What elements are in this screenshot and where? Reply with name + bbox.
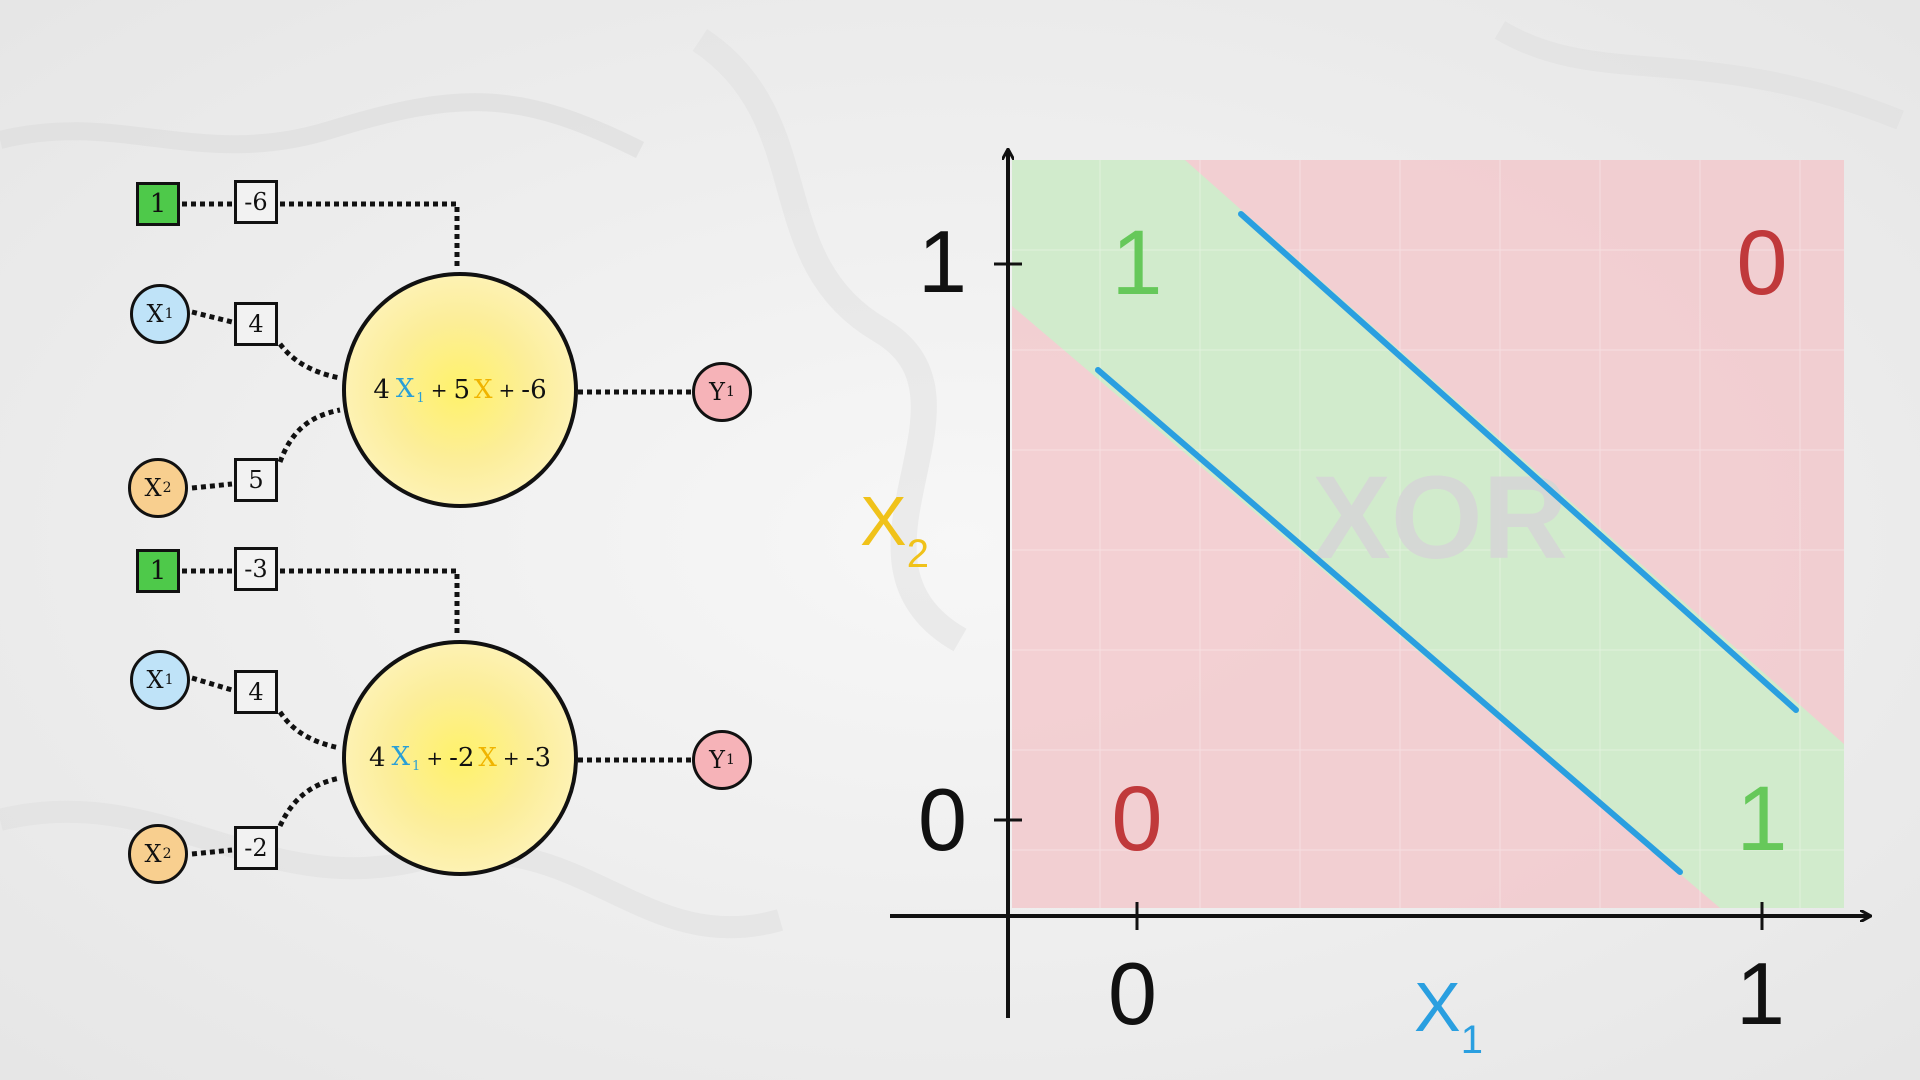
- eq-plus: +: [498, 378, 516, 402]
- weight-label: 5: [248, 466, 264, 494]
- x2-weight-2: -2: [234, 826, 278, 870]
- eq-w2: 5: [453, 375, 471, 405]
- plot-grid: [1012, 160, 1844, 908]
- node-subscript: 1: [725, 384, 735, 400]
- node-subscript: 1: [725, 752, 735, 768]
- y-tick-label-0: 0: [918, 770, 967, 869]
- decision-line-upper: [1238, 211, 1799, 713]
- data-point-label-1: 0: [1736, 212, 1787, 314]
- x-tick-label-1: 1: [1736, 944, 1785, 1043]
- y-axis-label-sub: 2: [906, 532, 929, 576]
- weight-label: -3: [244, 555, 268, 583]
- bias-weight-1: -6: [234, 180, 278, 224]
- bias-input-2: 1: [136, 549, 180, 593]
- node-subscript: 2: [162, 480, 172, 496]
- data-point-label-3: 1: [1736, 768, 1787, 870]
- data-points: 1 0 0 1: [1111, 212, 1787, 870]
- node-subscript: 2: [162, 846, 172, 862]
- eq-x1-label: X: [395, 374, 415, 404]
- x-axis-label: X1: [1414, 972, 1483, 1060]
- node-label: X: [146, 666, 164, 694]
- eq-x1-label: X: [391, 742, 411, 772]
- weight-label: 4: [248, 678, 264, 706]
- x-axis-label-sub: 1: [1460, 1018, 1483, 1062]
- bias-input-label: 1: [149, 189, 167, 219]
- data-point-label-0: 1: [1111, 212, 1162, 314]
- x-axis-label-text: X: [1414, 968, 1461, 1046]
- node-label: X: [144, 474, 162, 502]
- bias-weight-2: -3: [234, 547, 278, 591]
- eq-plus: +: [426, 746, 444, 770]
- y-axis-label-text: X: [860, 482, 907, 560]
- x1-weight-2: 4: [234, 670, 278, 714]
- node-label: X: [146, 300, 164, 328]
- data-point-label-2: 0: [1111, 768, 1162, 870]
- eq-bias: -3: [525, 743, 552, 773]
- node-label: Y: [709, 378, 725, 406]
- y-tick-label-1: 1: [918, 212, 967, 311]
- node-label: Y: [709, 746, 725, 774]
- eq-plus: +: [430, 378, 448, 402]
- eq-plus: +: [502, 746, 520, 770]
- bias-input-1: 1: [136, 182, 180, 226]
- eq-w1: 4: [368, 743, 386, 773]
- eq-x1-sub: 1: [416, 391, 425, 406]
- node-subscript: 1: [164, 672, 174, 688]
- x1-weight-1: 4: [234, 302, 278, 346]
- positive-band: [1012, 160, 1844, 908]
- weight-label: 4: [248, 310, 264, 338]
- eq-bias: -6: [521, 375, 547, 405]
- eq-x1-sub: 1: [412, 759, 421, 774]
- eq-x2: X: [478, 743, 497, 773]
- eq-x2: X: [474, 375, 493, 405]
- weight-label: -2: [244, 834, 268, 862]
- x-tick-label-0: 0: [1108, 944, 1157, 1043]
- y-axis-label: X2: [860, 486, 929, 574]
- node-subscript: 1: [164, 306, 174, 322]
- weight-label: -6: [244, 188, 268, 216]
- bias-input-label: 1: [149, 556, 167, 586]
- x2-weight-1: 5: [234, 458, 278, 502]
- node-label: X: [144, 840, 162, 868]
- decision-line-lower: [1095, 367, 1683, 875]
- xor-watermark: XOR: [1312, 452, 1568, 584]
- eq-w2: -2: [449, 743, 475, 773]
- eq-w1: 4: [373, 375, 390, 405]
